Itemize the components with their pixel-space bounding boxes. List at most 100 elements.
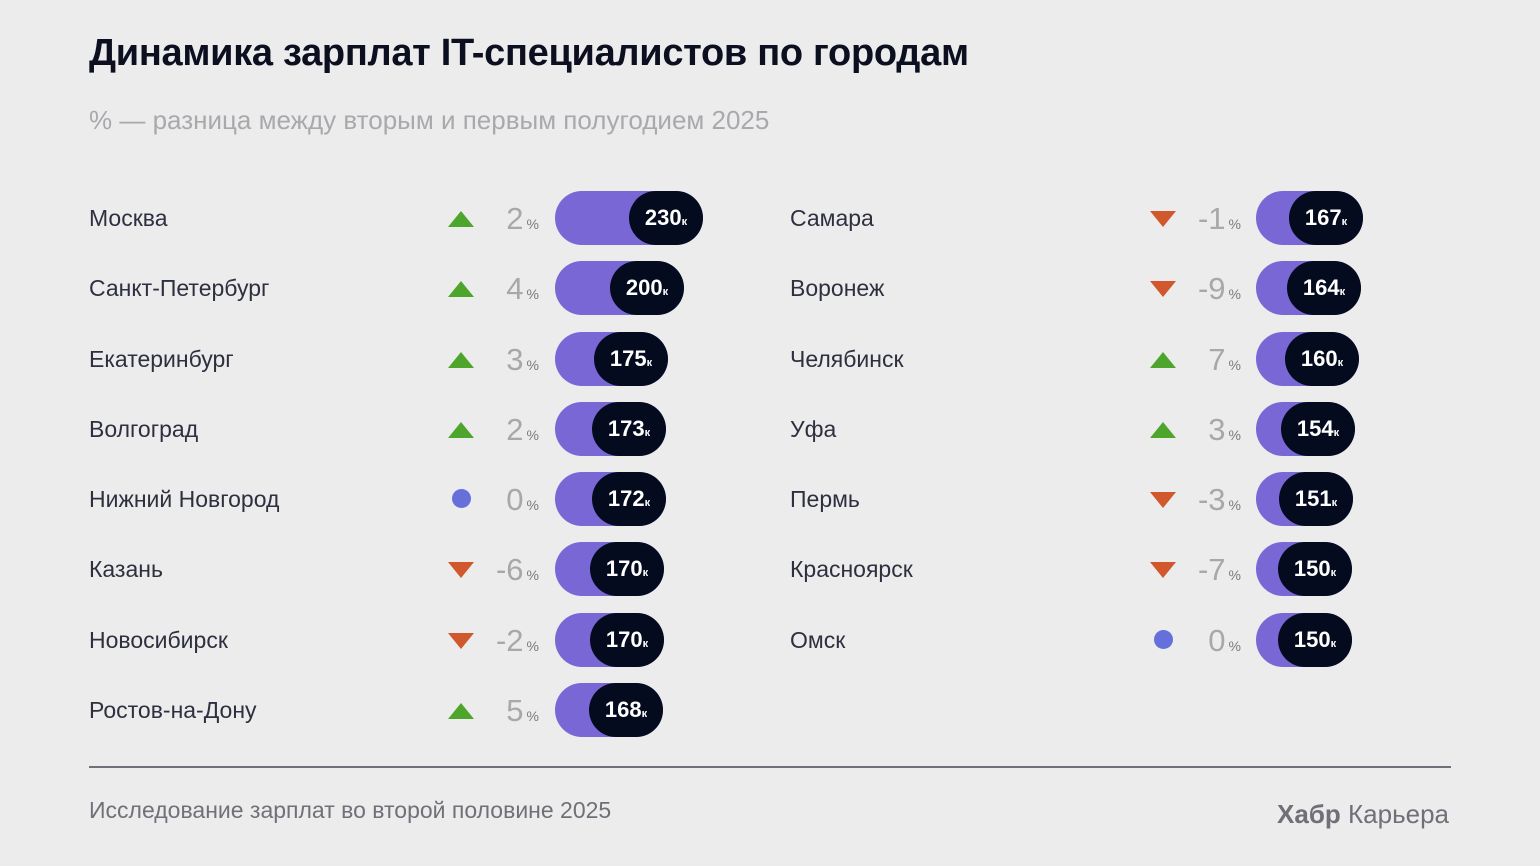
city-row: Челябинск 7% 160к xyxy=(790,324,1490,394)
city-label: Омск xyxy=(790,626,846,653)
change-value: -2% xyxy=(469,623,539,659)
salary-bar: 154к xyxy=(1256,401,1355,456)
change-value: 0% xyxy=(1171,623,1241,659)
city-row: Москва 2% 230к xyxy=(89,183,789,253)
divider xyxy=(89,766,1451,768)
city-row: Уфа 3% 154к xyxy=(790,394,1490,464)
city-label: Пермь xyxy=(790,486,860,513)
change-unit: % xyxy=(1228,356,1241,373)
salary-value: 175к xyxy=(594,331,668,386)
change-number: -7 xyxy=(1197,552,1226,588)
change-unit: % xyxy=(1228,567,1241,584)
salary-value: 230к xyxy=(629,191,703,245)
change-value: 7% xyxy=(1171,342,1241,378)
salary-bar: 150к xyxy=(1256,612,1352,667)
change-number: 7 xyxy=(1208,341,1226,377)
salary-number: 175 xyxy=(609,345,647,371)
change-value: 0% xyxy=(469,482,539,518)
change-unit: % xyxy=(526,567,539,584)
city-label: Челябинск xyxy=(790,345,904,372)
salary-bar: 168к xyxy=(555,683,663,738)
change-value: 5% xyxy=(469,693,539,729)
city-row: Екатеринбург 3% 175к xyxy=(89,324,789,394)
salary-unit: к xyxy=(1341,216,1348,228)
chart-title: Динамика зарплат IT-специалистов по горо… xyxy=(89,32,969,74)
triangle-up-icon xyxy=(1150,421,1176,438)
salary-bar: 175к xyxy=(555,331,668,386)
change-unit: % xyxy=(526,637,539,654)
salary-value: 168к xyxy=(589,683,663,738)
salary-value: 150к xyxy=(1278,542,1352,597)
change-number: -9 xyxy=(1197,271,1226,307)
city-label: Новосибирск xyxy=(89,626,228,653)
salary-number: 154 xyxy=(1296,415,1334,441)
salary-unit: к xyxy=(646,356,653,369)
change-value: 2% xyxy=(469,412,539,448)
change-unit: % xyxy=(1228,286,1241,303)
footer-source: Исследование зарплат во второй половине … xyxy=(89,797,612,823)
salary-number: 230 xyxy=(644,205,682,230)
salary-bar: 160к xyxy=(1256,331,1359,386)
city-row: Нижний Новгород 0% 172к xyxy=(89,464,789,534)
salary-bar: 167к xyxy=(1256,191,1363,245)
salary-number: 172 xyxy=(607,486,645,512)
city-row: Воронеж -9% 164к xyxy=(790,253,1490,323)
triangle-down-icon xyxy=(1150,281,1176,298)
brand-regular: Карьера xyxy=(1348,799,1449,829)
change-unit: % xyxy=(1228,216,1241,232)
city-label: Екатеринбург xyxy=(89,345,234,372)
change-value: 3% xyxy=(1171,412,1241,448)
right-column: Самара -1% 167к Воронеж -9% 164к Челябинск 7% 16… xyxy=(790,183,1490,675)
change-unit: % xyxy=(1228,426,1241,443)
city-row: Ростов-на-Дону 5% 168к xyxy=(89,675,789,745)
brand-logo: Хабр Карьера xyxy=(1277,799,1449,830)
salary-number: 164 xyxy=(1302,275,1340,301)
change-unit: % xyxy=(1228,497,1241,514)
triangle-up-icon xyxy=(448,703,474,720)
triangle-down-icon xyxy=(1150,492,1176,509)
salary-bar: 173к xyxy=(555,401,666,456)
salary-number: 160 xyxy=(1300,345,1338,371)
salary-value: 170к xyxy=(590,542,664,597)
change-unit: % xyxy=(526,216,539,232)
change-number: -6 xyxy=(495,552,524,588)
change-value: -6% xyxy=(469,552,539,588)
city-row: Казань -6% 170к xyxy=(89,534,789,604)
salary-number: 170 xyxy=(605,626,643,652)
city-row: Красноярск -7% 150к xyxy=(790,534,1490,604)
triangle-up-icon xyxy=(448,351,474,368)
salary-number: 150 xyxy=(1293,626,1331,652)
change-value: -3% xyxy=(1171,482,1241,518)
city-label: Москва xyxy=(89,205,168,231)
salary-number: 150 xyxy=(1293,556,1331,582)
salary-unit: к xyxy=(642,567,649,580)
salary-bar: 170к xyxy=(555,612,664,667)
salary-unit: к xyxy=(1337,356,1344,369)
city-row: Омск 0% 150к xyxy=(790,605,1490,675)
city-row: Новосибирск -2% 170к xyxy=(89,605,789,675)
salary-number: 151 xyxy=(1294,486,1332,512)
city-label: Санкт-Петербург xyxy=(89,275,270,302)
change-unit: % xyxy=(526,426,539,443)
change-number: 2 xyxy=(506,411,524,447)
city-row: Санкт-Петербург 4% 200к xyxy=(89,253,789,323)
salary-value: 154к xyxy=(1281,401,1355,456)
salary-bar: 200к xyxy=(555,261,684,316)
city-label: Нижний Новгород xyxy=(89,486,280,513)
city-label: Волгоград xyxy=(89,415,199,442)
salary-number: 200 xyxy=(625,275,663,301)
salary-unit: к xyxy=(1330,567,1337,580)
change-number: 0 xyxy=(506,482,524,518)
city-row: Волгоград 2% 173к xyxy=(89,394,789,464)
change-unit: % xyxy=(526,286,539,303)
salary-unit: к xyxy=(662,286,669,299)
change-value: 4% xyxy=(469,271,539,307)
change-unit: % xyxy=(526,497,539,514)
salary-value: 172к xyxy=(592,472,666,527)
change-number: 5 xyxy=(506,693,524,729)
change-number: 3 xyxy=(1208,411,1226,447)
salary-unit: к xyxy=(644,497,651,510)
change-number: 3 xyxy=(506,341,524,377)
salary-number: 173 xyxy=(607,415,645,441)
city-label: Воронеж xyxy=(790,275,885,302)
